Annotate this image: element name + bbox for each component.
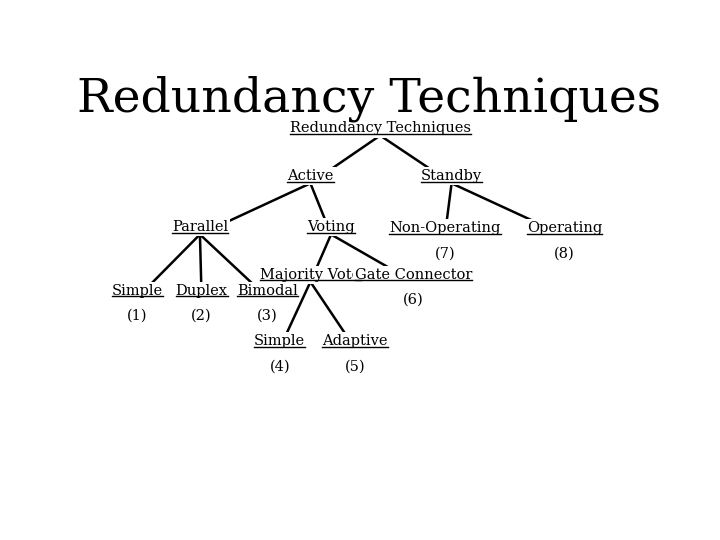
Text: (8): (8) xyxy=(554,246,575,260)
Text: Non-Operating: Non-Operating xyxy=(390,221,500,235)
Text: Gate Connector: Gate Connector xyxy=(355,268,472,282)
Text: Voting: Voting xyxy=(307,220,355,234)
Text: Duplex: Duplex xyxy=(176,284,228,298)
Text: Active: Active xyxy=(287,170,333,183)
Text: Majority Vote: Majority Vote xyxy=(261,268,361,282)
Text: (6): (6) xyxy=(403,293,424,307)
Text: (1): (1) xyxy=(127,308,148,322)
Text: (2): (2) xyxy=(192,308,212,322)
Text: Redundancy Techniques: Redundancy Techniques xyxy=(77,75,661,122)
Text: (5): (5) xyxy=(345,359,365,373)
Text: (7): (7) xyxy=(435,246,455,260)
Text: (3): (3) xyxy=(257,308,278,322)
Text: Parallel: Parallel xyxy=(172,220,228,234)
Text: Simple: Simple xyxy=(254,334,305,348)
Text: Adaptive: Adaptive xyxy=(323,334,388,348)
Text: Operating: Operating xyxy=(526,221,602,235)
Text: Standby: Standby xyxy=(421,170,482,183)
Text: (4): (4) xyxy=(269,359,290,373)
Text: Redundancy Techniques: Redundancy Techniques xyxy=(289,122,471,136)
Text: Simple: Simple xyxy=(112,284,163,298)
Text: Bimodal: Bimodal xyxy=(237,284,298,298)
